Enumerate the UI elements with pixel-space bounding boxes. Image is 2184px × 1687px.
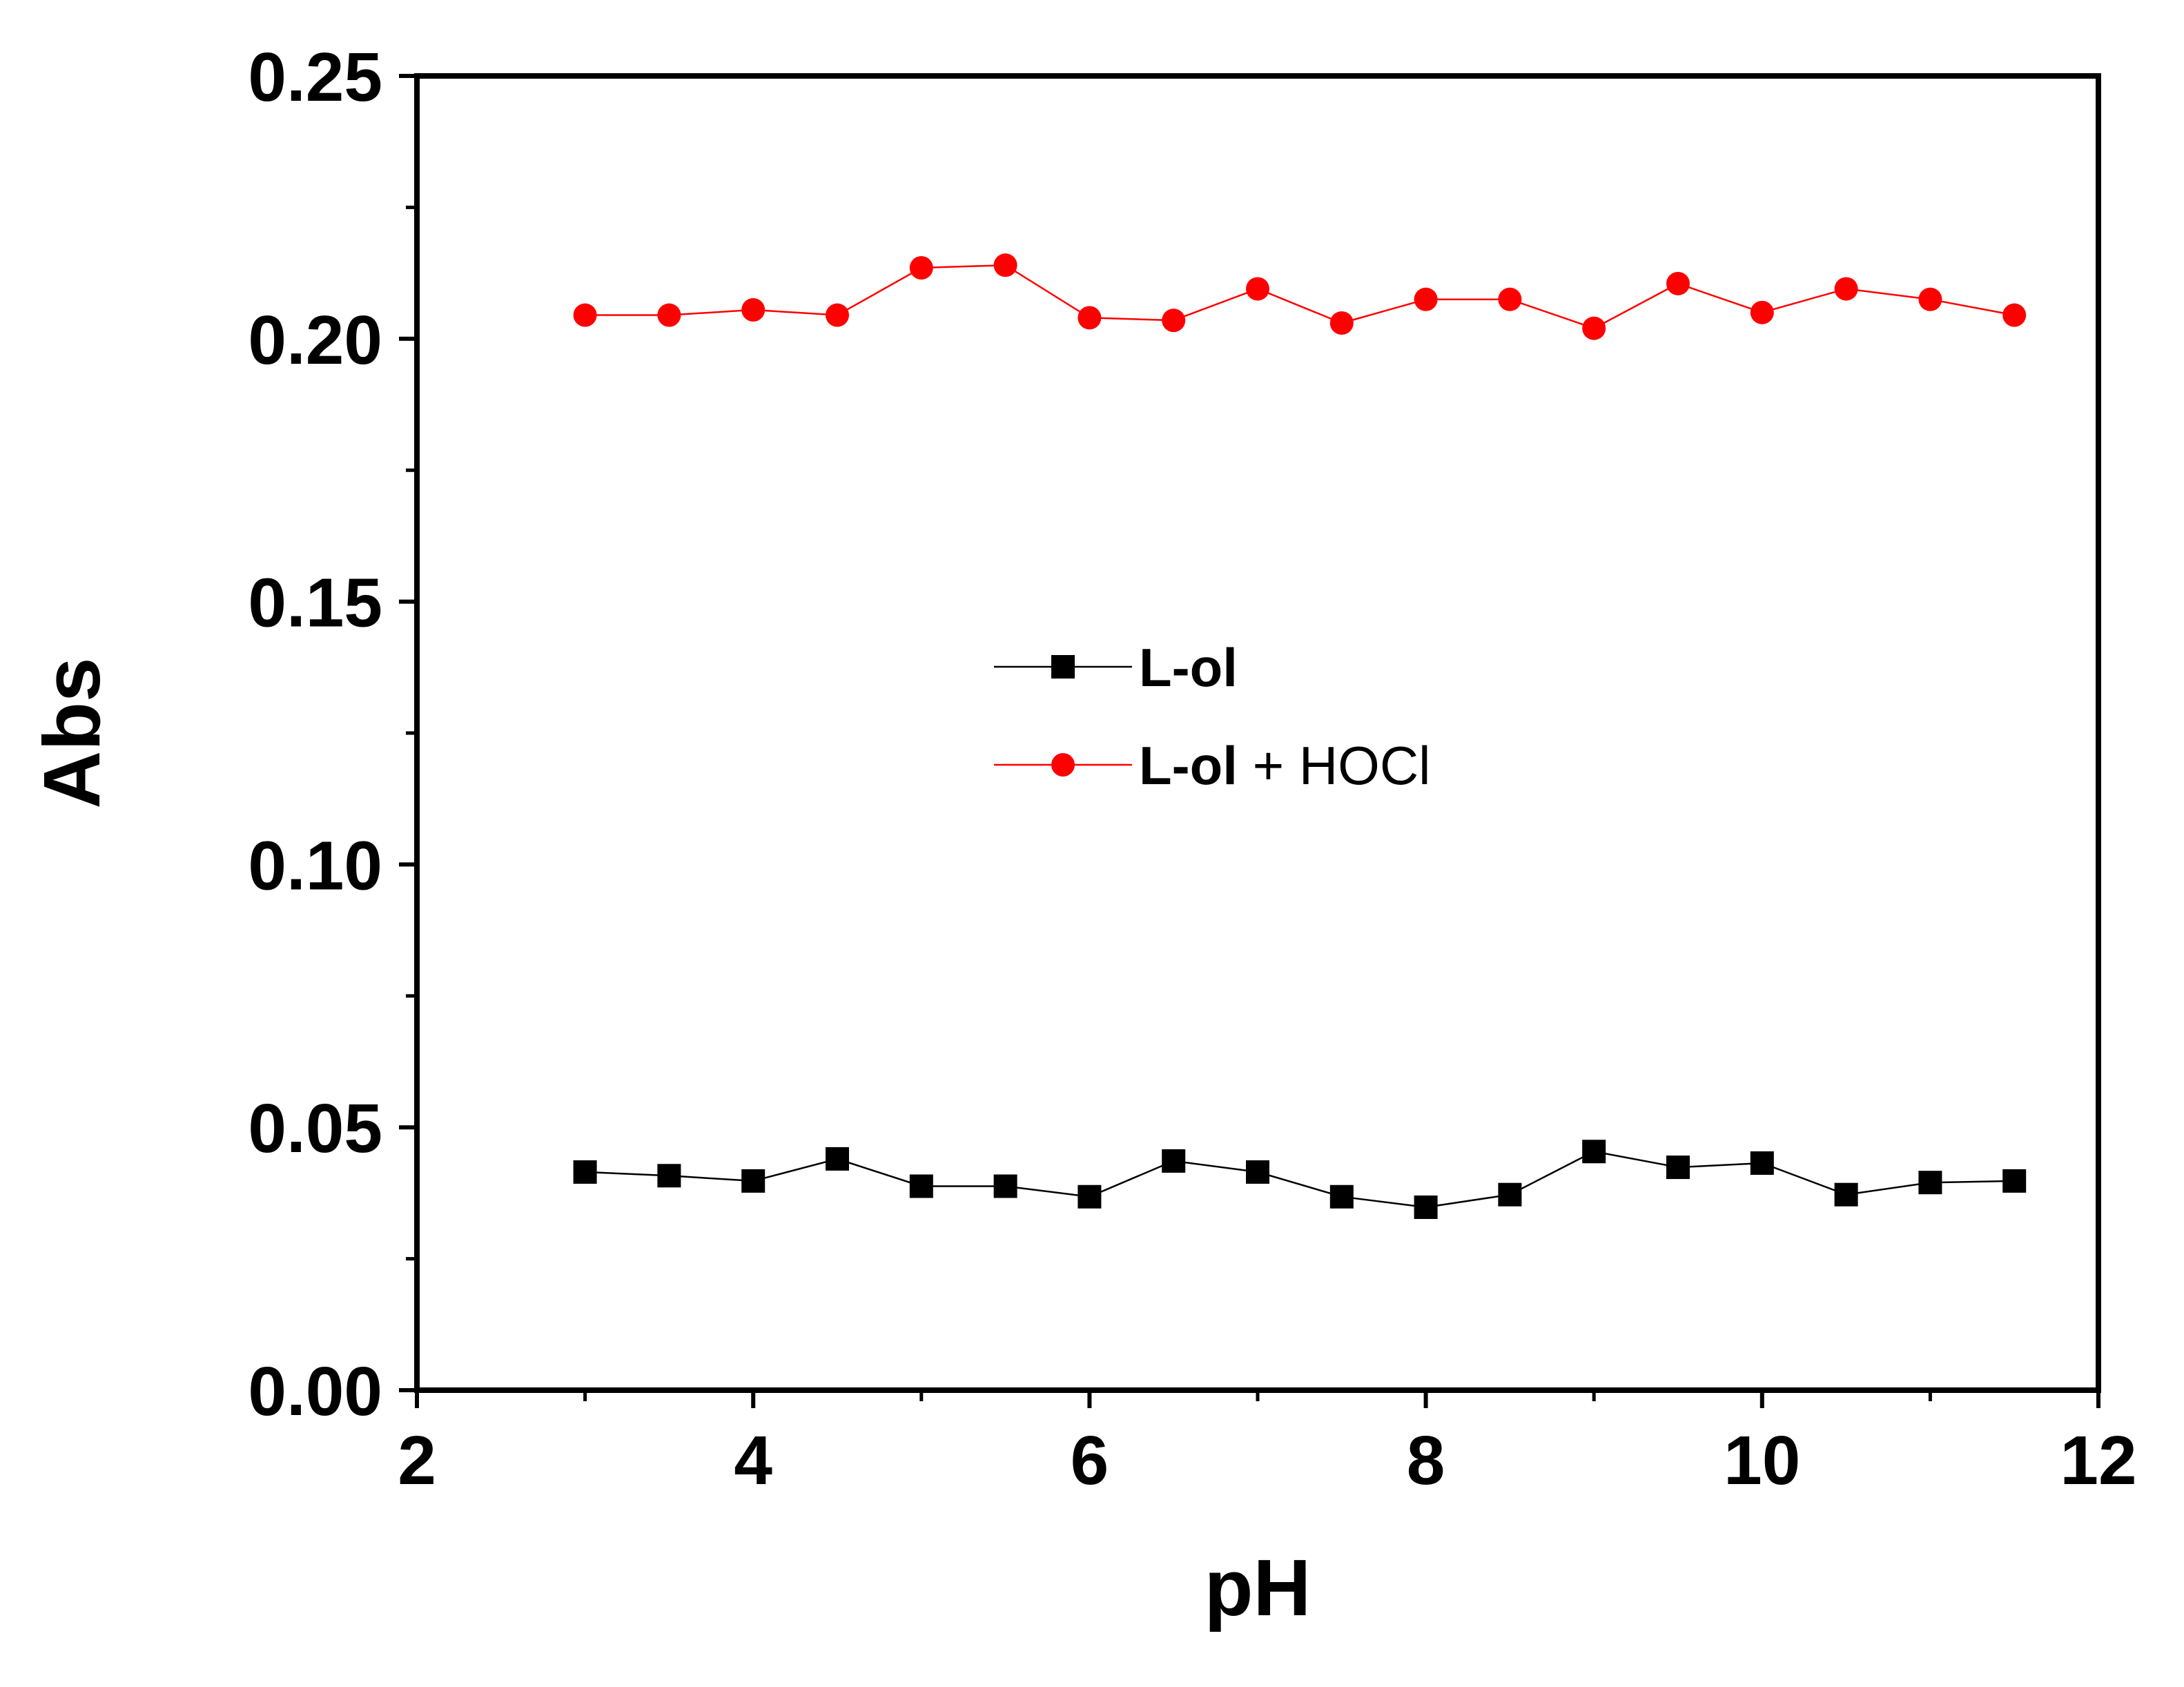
axes: 2 4 6 8 10 12 0.00 0.05 0.10 0.15 0.20 0.25 — [248, 39, 2136, 1499]
y-tick-label: 0.15 — [248, 565, 382, 642]
data-point — [1918, 1171, 1942, 1195]
data-point — [1750, 300, 1774, 324]
data-point — [1582, 1140, 1606, 1164]
x-tick-label: 4 — [734, 1422, 772, 1499]
data-point — [1414, 1195, 1438, 1219]
data-point — [1666, 1155, 1690, 1180]
data-point — [1582, 316, 1606, 340]
data-point — [1246, 1160, 1269, 1184]
x-tick-label: 10 — [1724, 1422, 1800, 1499]
data-point — [1498, 287, 1522, 311]
data-point — [657, 1164, 681, 1188]
y-tick-label: 0.25 — [248, 39, 382, 116]
series-line — [585, 264, 2015, 329]
data-point — [1329, 1184, 1354, 1209]
data-point — [826, 303, 849, 327]
data-point — [657, 303, 681, 327]
data-point — [1078, 306, 1102, 330]
legend-marker — [1051, 655, 1075, 679]
data-point — [826, 1147, 849, 1171]
data-point — [1078, 1184, 1102, 1209]
data-point — [993, 253, 1017, 277]
data-point — [1834, 277, 1858, 301]
legend-label-bold: L-ol — [1139, 637, 1238, 698]
x-tick-label: 8 — [1407, 1422, 1445, 1499]
y-tick-label: 0.00 — [248, 1353, 382, 1430]
x-tick-label: 2 — [398, 1422, 436, 1499]
data-point — [909, 1174, 933, 1198]
plot-area — [573, 253, 2027, 1219]
data-point — [1162, 1149, 1186, 1173]
data-point — [1918, 287, 1942, 311]
data-point — [2002, 1169, 2027, 1193]
data-point — [1498, 1182, 1522, 1207]
y-tick-label: 0.05 — [248, 1090, 382, 1167]
data-point — [1414, 287, 1438, 311]
data-point — [1162, 309, 1186, 333]
data-point — [573, 1160, 597, 1184]
legend-marker — [1051, 753, 1075, 777]
legend-label: L-ol — [1139, 637, 1238, 698]
data-point — [741, 298, 766, 322]
data-point — [1246, 277, 1269, 301]
series-l-ol — [573, 1140, 2027, 1219]
data-point — [1750, 1151, 1774, 1175]
y-axis-title: Abs — [27, 657, 117, 808]
data-point — [993, 1174, 1017, 1198]
legend-label-rest: + HOCl — [1238, 735, 1431, 796]
x-tick-label: 6 — [1071, 1422, 1109, 1499]
data-point — [1666, 271, 1690, 295]
x-tick-label: 12 — [2060, 1422, 2136, 1499]
x-axis-title: pH — [1205, 1543, 1312, 1632]
legend-label: L-ol + HOCl — [1139, 735, 1431, 796]
legend: L-olL-ol + HOCl — [994, 637, 1431, 796]
series-l-ol-hocl — [573, 253, 2027, 340]
series-line — [585, 1150, 2015, 1209]
data-point — [1329, 311, 1354, 335]
data-point — [573, 303, 597, 327]
data-point — [741, 1169, 766, 1193]
y-tick-label: 0.10 — [248, 827, 382, 904]
data-point — [909, 255, 933, 280]
data-point — [1834, 1182, 1858, 1207]
legend-label-bold: L-ol — [1139, 735, 1238, 796]
legend-item: L-ol — [994, 637, 1238, 698]
legend-item: L-ol + HOCl — [994, 735, 1431, 796]
data-point — [2002, 303, 2027, 327]
y-tick-label: 0.20 — [248, 302, 382, 379]
